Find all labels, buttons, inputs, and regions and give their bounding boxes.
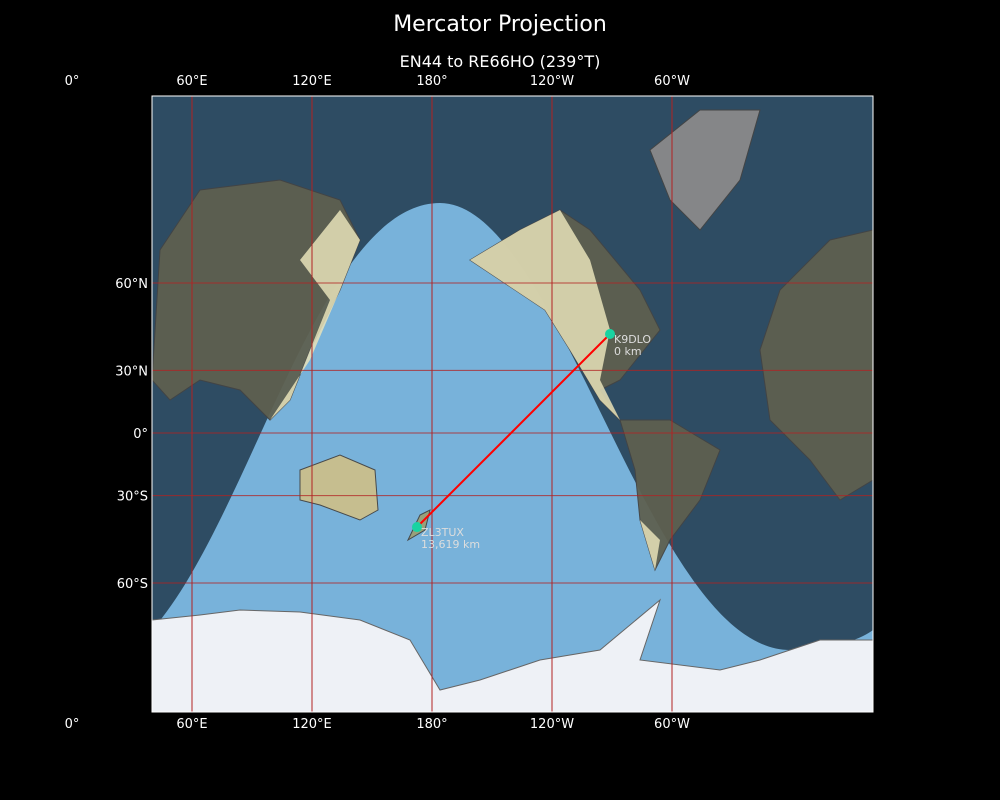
station-distance: 13,619 km [421, 538, 480, 551]
lon-tick-label-bottom: 60°W [654, 717, 690, 732]
lat-tick-label: 30°S [117, 490, 148, 505]
figure-title: Mercator Projection [393, 12, 607, 37]
lat-tick-label: 60°S [117, 577, 148, 592]
lat-tick-label: 30°N [115, 364, 148, 379]
daylit-land-tint [270, 210, 660, 570]
graticule [152, 96, 873, 712]
antarctica [152, 598, 873, 712]
lon-tick-label-top: 0° [65, 74, 80, 89]
map-subtitle: EN44 to RE66HO (239°T) [399, 52, 601, 71]
station-callsign: K9DLO [614, 333, 651, 346]
lon-tick-label-bottom: 120°W [530, 717, 574, 732]
station-callsign: ZL3TUX [421, 526, 464, 539]
lon-tick-label-top: 120°W [530, 74, 574, 89]
lon-tick-label-bottom: 180° [416, 717, 447, 732]
great-circle-path [416, 333, 611, 528]
lon-tick-label-top: 60°W [654, 74, 690, 89]
map-frame [151, 95, 874, 713]
station-distance: 0 km [614, 345, 642, 358]
station-marker[interactable] [412, 522, 422, 533]
lat-tick-label: 0° [133, 427, 148, 442]
lon-tick-label-bottom: 0° [65, 717, 80, 732]
lon-tick-label-bottom: 120°E [292, 717, 332, 732]
lon-tick-label-top: 180° [416, 74, 447, 89]
station-marker[interactable] [605, 329, 615, 340]
daylight-region [152, 203, 873, 712]
lon-tick-label-top: 120°E [292, 74, 332, 89]
lon-tick-label-bottom: 60°E [176, 717, 207, 732]
lat-tick-label: 60°N [115, 277, 148, 292]
lon-tick-label-top: 60°E [176, 74, 207, 89]
